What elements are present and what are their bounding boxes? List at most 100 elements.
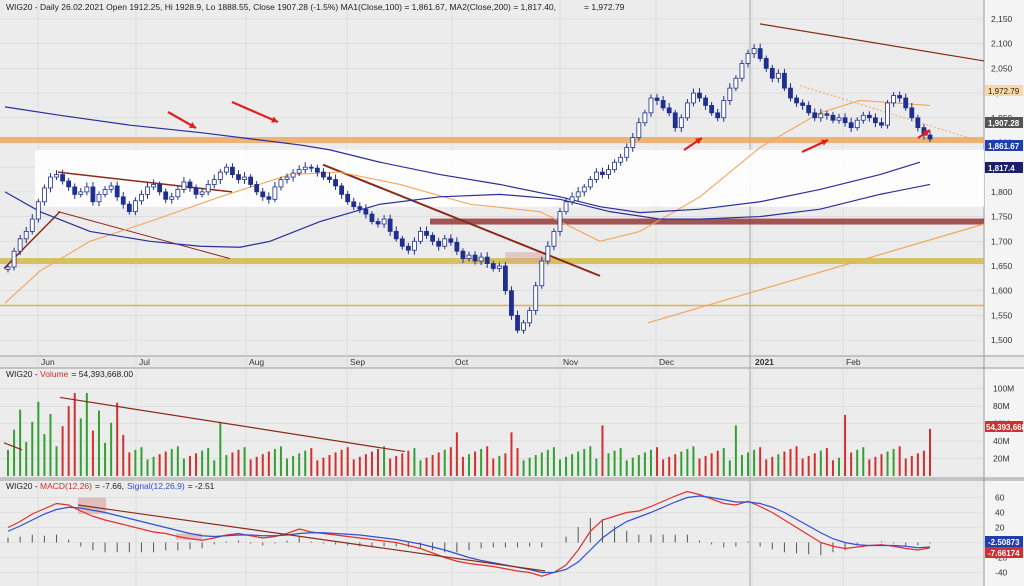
volume-bar-down	[122, 434, 125, 476]
candle-down	[327, 176, 332, 180]
volume-bar-down	[231, 452, 234, 476]
volume-bar-down	[91, 430, 94, 476]
volume-bar-up	[583, 448, 586, 476]
candle-down	[460, 250, 466, 259]
volume-header-label: Volume	[40, 369, 69, 379]
volume-bar-down	[128, 452, 131, 476]
candle-up	[272, 186, 278, 200]
candle-up	[466, 254, 472, 259]
volume-bar-up	[134, 449, 137, 476]
arrow-dec-head	[695, 138, 702, 145]
volume-bar-down	[516, 448, 519, 476]
volume-bar-down	[261, 454, 264, 476]
volume-bar-down	[710, 453, 713, 476]
ma-orange	[4, 99, 931, 304]
candle-down	[114, 185, 120, 198]
volume-bar-up	[631, 457, 634, 476]
volume-bar-up	[273, 448, 276, 476]
volume-bar-down	[783, 451, 786, 476]
macd-header-prefix: WIG20 -	[6, 481, 40, 491]
volume-bar-up	[619, 448, 622, 476]
volume-bar-up	[856, 449, 859, 476]
volume-bar-down	[395, 455, 398, 476]
volume-bar-up	[225, 455, 228, 476]
volume-bar-up	[740, 455, 743, 476]
candle-up	[5, 266, 11, 270]
candle-down	[236, 174, 241, 180]
price-axis	[984, 0, 1024, 356]
volume-bar-down	[340, 449, 343, 476]
candle-down	[703, 97, 708, 106]
volume-bar-up	[104, 442, 107, 476]
candle-down	[163, 191, 169, 200]
volume-bar-up	[468, 454, 470, 476]
candle-down	[193, 187, 199, 195]
candle-up	[885, 102, 890, 126]
volume-header: WIG20 - Volume = 54,393,668.00	[6, 369, 133, 379]
volume-bar-up	[219, 421, 222, 476]
candle-up	[642, 112, 648, 124]
volume-bar-down	[510, 432, 513, 476]
candle-up	[139, 193, 144, 202]
candle-up	[678, 117, 684, 129]
candle-up	[278, 179, 284, 188]
candle-up	[145, 186, 150, 195]
candle-up	[818, 113, 824, 119]
price-tick-label: 2,050	[991, 63, 1013, 73]
candle-down	[399, 238, 405, 247]
volume-bar-up	[140, 447, 143, 476]
volume-bar-down	[789, 448, 792, 476]
volume-bar-down	[334, 452, 337, 476]
candles	[5, 43, 933, 334]
candle-down	[915, 117, 921, 129]
candle-down	[806, 105, 812, 114]
candle-up	[612, 161, 617, 171]
candle-down	[405, 245, 411, 251]
white-zone	[35, 149, 984, 207]
volume-bar-down	[249, 459, 252, 476]
candle-down	[345, 193, 351, 203]
candle-up	[284, 176, 290, 180]
candle-up	[684, 102, 690, 119]
price-tick-label: 1,800	[991, 187, 1013, 197]
volume-bar-up	[207, 448, 210, 476]
candle-up	[545, 245, 551, 262]
candle-down	[66, 180, 72, 188]
month-label: Sep	[350, 357, 365, 367]
candle-down	[763, 58, 769, 69]
tag-ma200: 1,817.4	[985, 162, 1023, 173]
candle-down	[448, 238, 454, 243]
tag-macd-a-text: -2.50873	[988, 538, 1020, 547]
macd-highlight-1	[78, 497, 106, 514]
candle-down	[824, 113, 830, 116]
volume-bar-down	[237, 449, 240, 476]
candle-up	[854, 119, 860, 129]
volume-bar-up	[649, 449, 652, 476]
volume-bar-down	[352, 459, 355, 476]
volume-bar-down	[831, 460, 834, 476]
candle-down	[502, 265, 508, 292]
candle-down	[897, 95, 903, 99]
candle-down	[308, 166, 314, 169]
volume-bars	[3, 393, 931, 476]
volume-bar-up	[176, 446, 179, 476]
candle-down	[769, 67, 775, 79]
candle-up	[199, 191, 205, 195]
dark-resistance-band	[430, 218, 984, 225]
candle-down	[848, 122, 854, 129]
volume-bar-down	[389, 458, 392, 476]
candle-down	[363, 208, 369, 215]
signal-header-label: Signal(12,26,9)	[127, 481, 185, 491]
volume-bar-up	[110, 422, 113, 476]
candle-down	[260, 191, 266, 198]
volume-bar-up	[607, 453, 610, 476]
macd-axis	[984, 480, 1024, 586]
candle-down	[333, 179, 338, 187]
macd-header-value: = -7.66,	[95, 481, 124, 491]
volume-bar-up	[201, 450, 204, 476]
volume-bar-up	[540, 452, 543, 476]
candle-down	[600, 171, 605, 175]
volume-bar-up	[419, 460, 422, 476]
arrow-jul-head	[189, 122, 196, 128]
candle-up	[569, 196, 575, 203]
